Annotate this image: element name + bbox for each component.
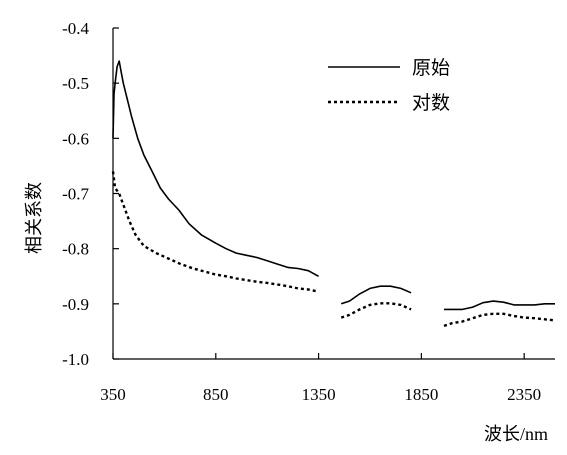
series-original-line-segment [444, 300, 555, 311]
legend-label-log: 对数 [412, 92, 450, 114]
y-tick-label: -0.4 [62, 19, 89, 38]
y-tick-label: -0.5 [62, 74, 89, 93]
series-log-line-segment [443, 312, 556, 328]
y-axis-ticks: -0.4 -0.5 -0.6 -0.7 -0.8 -0.9 -1.0 [62, 19, 119, 369]
series-log-line-segment [111, 171, 319, 293]
y-tick-label: -1.0 [62, 350, 89, 369]
x-tick-label: 850 [203, 385, 229, 404]
series-layer [111, 60, 556, 328]
x-axis-title: 波长/nm [484, 424, 548, 444]
y-axis-title: 相关系数 [24, 182, 44, 254]
series-original-line-segment [340, 285, 412, 305]
x-tick-label: 350 [100, 385, 126, 404]
x-tick-label: 1850 [404, 385, 438, 404]
x-tick-label: 1350 [302, 385, 336, 404]
plot-area: -0.4 -0.5 -0.6 -0.7 -0.8 -0.9 -1.0 350 850 1350 1… [62, 19, 556, 404]
series-original-line-segment [112, 60, 319, 278]
y-tick-label: -0.8 [62, 240, 89, 259]
x-axis-ticks: 350 850 1350 1850 2350 [100, 353, 541, 404]
legend: 原始 对数 [328, 57, 450, 114]
series-log-line-segment [340, 302, 412, 319]
legend-label-original: 原始 [412, 57, 450, 79]
y-tick-label: -0.6 [62, 129, 89, 148]
y-tick-label: -0.7 [62, 185, 89, 204]
y-tick-label: -0.9 [62, 295, 89, 314]
x-tick-label: 2350 [507, 385, 541, 404]
